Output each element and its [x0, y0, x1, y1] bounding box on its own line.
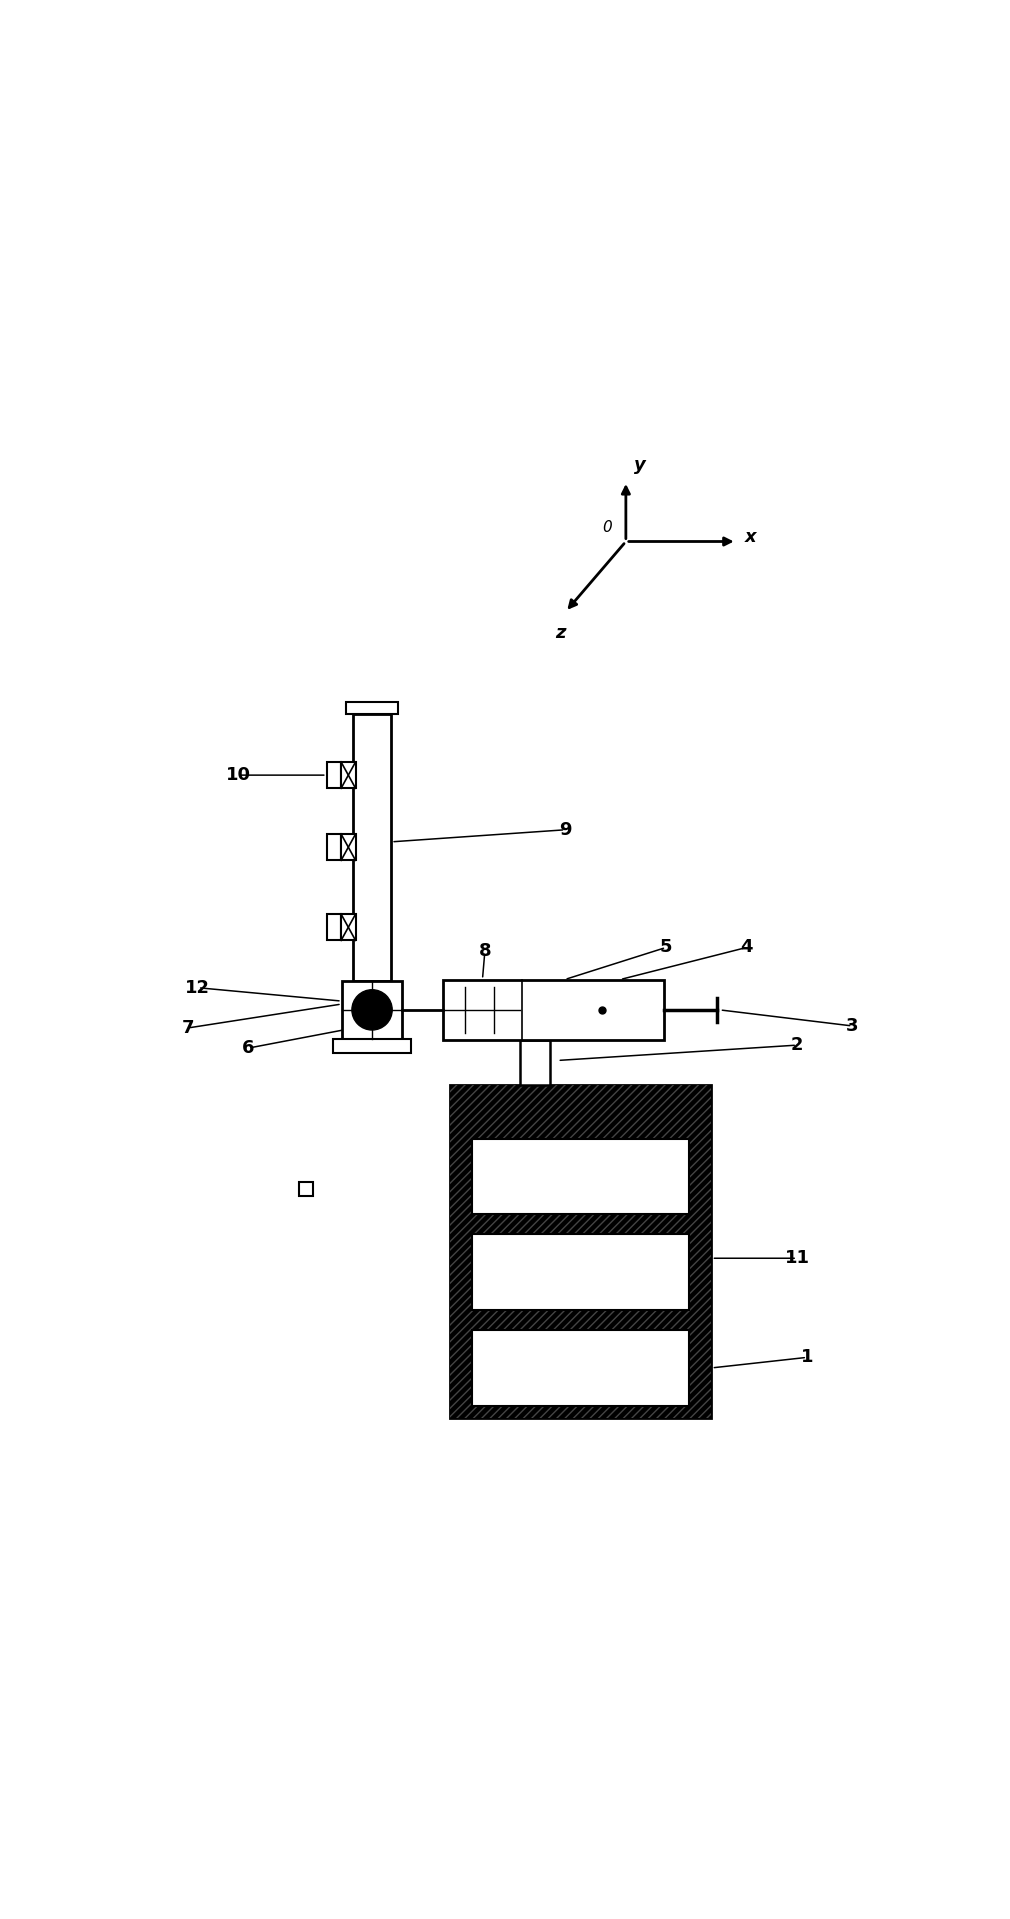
Bar: [352, 714, 391, 981]
Text: 3: 3: [846, 1017, 858, 1034]
Text: 11: 11: [785, 1249, 810, 1267]
Bar: [341, 835, 356, 860]
Text: 2: 2: [791, 1036, 803, 1054]
Bar: [345, 702, 398, 714]
Text: 4: 4: [740, 938, 753, 956]
Bar: [472, 1330, 689, 1407]
Bar: [341, 981, 402, 1038]
Bar: [341, 913, 356, 940]
Text: x: x: [744, 528, 756, 547]
Text: 5: 5: [660, 938, 673, 956]
Text: 8: 8: [479, 942, 491, 960]
Text: 9: 9: [560, 821, 572, 839]
Text: z: z: [556, 624, 566, 643]
Bar: [326, 913, 341, 940]
Circle shape: [351, 990, 392, 1031]
Text: 12: 12: [185, 979, 210, 996]
Bar: [341, 762, 356, 789]
Bar: [520, 1040, 550, 1086]
Text: 0: 0: [602, 520, 612, 535]
Text: 1: 1: [801, 1349, 813, 1366]
Bar: [472, 1234, 689, 1311]
Bar: [442, 979, 665, 1040]
Bar: [326, 835, 341, 860]
Text: y: y: [634, 457, 645, 474]
Bar: [449, 1086, 711, 1418]
Bar: [332, 1038, 411, 1054]
Bar: [449, 1086, 711, 1418]
Bar: [326, 762, 341, 789]
Bar: [299, 1182, 313, 1196]
Text: 6: 6: [242, 1038, 255, 1057]
Text: 7: 7: [182, 1019, 194, 1036]
Bar: [472, 1138, 689, 1215]
Text: 10: 10: [225, 766, 250, 785]
